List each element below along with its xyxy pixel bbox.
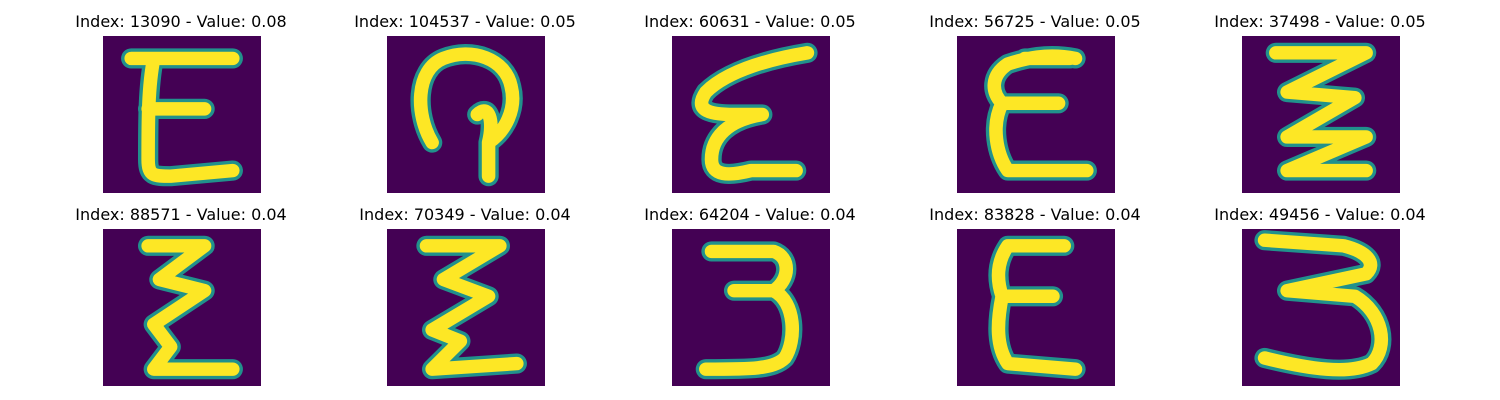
panel-1: Index: 13090 - Value: 0.08 <box>61 12 301 202</box>
panel-title: Index: 13090 - Value: 0.08 <box>75 12 287 31</box>
panel-title: Index: 49456 - Value: 0.04 <box>1214 205 1426 224</box>
digit-image <box>1242 36 1400 193</box>
panel-5: Index: 37498 - Value: 0.05 <box>1200 12 1440 202</box>
panel-title: Index: 83828 - Value: 0.04 <box>929 205 1141 224</box>
panel-title: Index: 64204 - Value: 0.04 <box>644 205 856 224</box>
panel-3: Index: 60631 - Value: 0.05 <box>630 12 870 202</box>
digit-image <box>387 36 545 193</box>
digit-image <box>957 36 1115 193</box>
panel-10: Index: 49456 - Value: 0.04 <box>1200 205 1440 395</box>
panel-2: Index: 104537 - Value: 0.05 <box>345 12 585 202</box>
digit-image <box>672 36 830 193</box>
digit-image <box>957 229 1115 386</box>
digit-image <box>1242 229 1400 386</box>
digit-image <box>103 229 261 386</box>
panel-title: Index: 88571 - Value: 0.04 <box>75 205 287 224</box>
panel-title: Index: 70349 - Value: 0.04 <box>359 205 571 224</box>
panel-title: Index: 37498 - Value: 0.05 <box>1214 12 1426 31</box>
panel-9: Index: 83828 - Value: 0.04 <box>915 205 1155 395</box>
digit-image <box>103 36 261 193</box>
panel-8: Index: 64204 - Value: 0.04 <box>630 205 870 395</box>
panel-7: Index: 70349 - Value: 0.04 <box>345 205 585 395</box>
panel-title: Index: 104537 - Value: 0.05 <box>354 12 576 31</box>
panel-4: Index: 56725 - Value: 0.05 <box>915 12 1155 202</box>
digit-image <box>387 229 545 386</box>
panel-title: Index: 60631 - Value: 0.05 <box>644 12 856 31</box>
digit-image <box>672 229 830 386</box>
panel-title: Index: 56725 - Value: 0.05 <box>929 12 1141 31</box>
panel-6: Index: 88571 - Value: 0.04 <box>61 205 301 395</box>
